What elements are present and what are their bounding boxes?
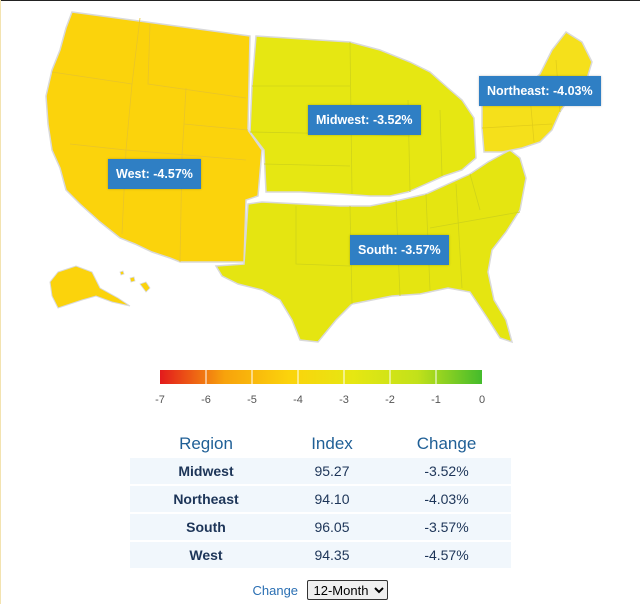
table-row: South 96.05 -3.57% bbox=[130, 514, 511, 540]
cell-region: West bbox=[130, 542, 282, 568]
cell-index: 96.05 bbox=[282, 514, 382, 540]
left-border bbox=[0, 0, 1, 604]
cell-change: -3.52% bbox=[382, 458, 511, 484]
northeast-label: Northeast: -4.03% bbox=[479, 76, 601, 106]
change-period-select[interactable]: 12-Month bbox=[306, 580, 388, 600]
header-index: Index bbox=[311, 434, 353, 453]
color-scale-legend: -7 -6 -5 -4 -3 -2 -1 0 bbox=[155, 370, 485, 406]
cell-change: -4.57% bbox=[382, 542, 511, 568]
region-west-hawaii[interactable] bbox=[119, 270, 151, 293]
scale-tick-label: -7 bbox=[155, 394, 165, 406]
scale-tick-label: -4 bbox=[293, 394, 303, 406]
region-west-alaska[interactable] bbox=[49, 265, 131, 309]
scale-tick-label: 0 bbox=[479, 394, 485, 406]
color-scale-dividers bbox=[205, 370, 437, 384]
cell-change: -4.03% bbox=[382, 486, 511, 512]
west-label: West: -4.57% bbox=[108, 159, 201, 189]
south-label: South: -3.57% bbox=[350, 235, 449, 265]
table-row: Midwest 95.27 -3.52% bbox=[130, 458, 511, 484]
color-scale-bar bbox=[160, 370, 482, 384]
color-scale-ticks: -7 -6 -5 -4 -3 -2 -1 0 bbox=[155, 394, 485, 406]
region-index-table: Region Index Change Midwest 95.27 -3.52%… bbox=[130, 430, 511, 570]
us-region-map bbox=[45, 11, 593, 344]
west-state-lines bbox=[51, 17, 249, 263]
cell-region: South bbox=[130, 514, 282, 540]
midwest-label: Midwest: -3.52% bbox=[308, 105, 421, 135]
cell-index: 95.27 bbox=[282, 458, 382, 484]
scale-tick-label: -1 bbox=[431, 394, 441, 406]
region-west[interactable] bbox=[45, 11, 263, 263]
header-region: Region bbox=[179, 434, 233, 453]
cell-region: Midwest bbox=[130, 458, 282, 484]
header-change: Change bbox=[416, 434, 477, 453]
cell-index: 94.10 bbox=[282, 486, 382, 512]
table-row: Northeast 94.10 -4.03% bbox=[130, 486, 511, 512]
change-label: Change bbox=[252, 582, 299, 598]
scale-tick-label: -6 bbox=[201, 394, 211, 406]
cell-region: Northeast bbox=[130, 486, 282, 512]
cell-change: -3.57% bbox=[382, 514, 511, 540]
top-border bbox=[0, 0, 640, 1]
change-control: Change 12-Month bbox=[0, 580, 640, 600]
cell-index: 94.35 bbox=[282, 542, 382, 568]
scale-tick-label: -3 bbox=[339, 394, 349, 406]
table-header-row: Region Index Change bbox=[130, 432, 511, 456]
scale-tick-label: -2 bbox=[385, 394, 395, 406]
table-row: West 94.35 -4.57% bbox=[130, 542, 511, 568]
scale-tick-label: -5 bbox=[247, 394, 257, 406]
